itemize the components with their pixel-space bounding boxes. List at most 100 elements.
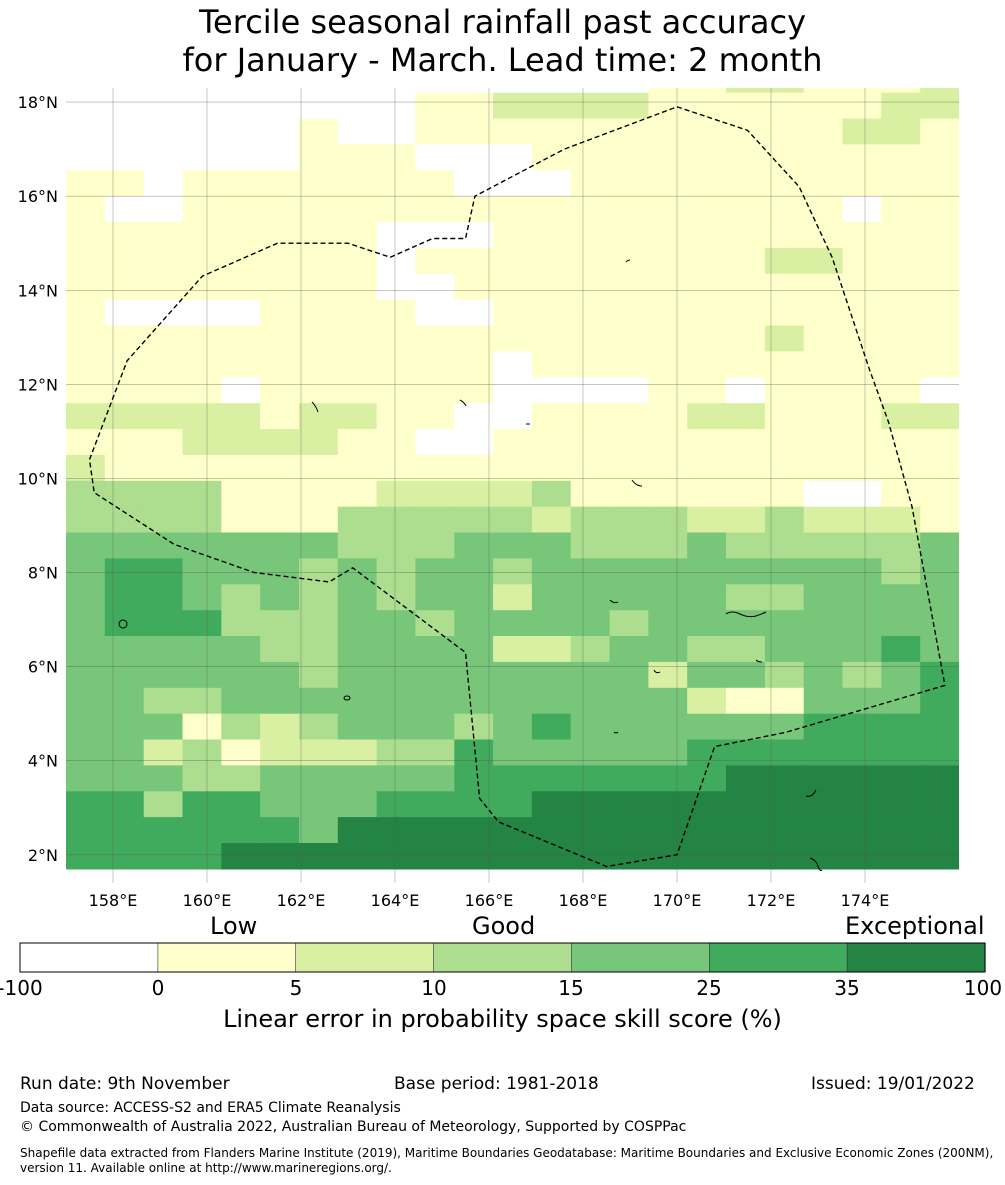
skill-cell <box>454 88 494 94</box>
skill-cell <box>881 661 921 689</box>
skill-cell <box>842 636 882 663</box>
longitude-label: 162°E <box>277 891 326 910</box>
skill-cell <box>299 299 339 327</box>
skill-cell <box>570 558 611 585</box>
skill-cell <box>881 713 921 741</box>
skill-cell <box>531 454 572 482</box>
skill-cell <box>726 88 766 94</box>
skill-cell <box>531 480 572 508</box>
skill-cell <box>299 687 339 715</box>
skill-cell <box>726 843 766 870</box>
skill-cell <box>66 454 106 482</box>
colorbar-tick: 5 <box>289 976 303 1000</box>
skill-cell <box>959 170 998 197</box>
skill-cell <box>648 584 688 611</box>
skill-cell <box>260 480 300 508</box>
skill-cell <box>104 791 145 818</box>
skill-cell <box>531 92 572 120</box>
skill-cell <box>143 299 184 327</box>
skill-cell <box>531 299 572 327</box>
skill-cell <box>493 222 533 249</box>
skill-cell <box>803 403 844 430</box>
skill-cell <box>376 403 416 430</box>
skill-cell <box>764 739 805 766</box>
skill-cell <box>415 92 455 120</box>
latitude-label: 10°N <box>18 469 58 488</box>
skill-cell <box>143 739 184 766</box>
skill-cell <box>687 196 727 223</box>
skill-cell <box>803 170 844 197</box>
skill-cell <box>221 118 261 146</box>
skill-cell <box>260 817 300 844</box>
skill-cell <box>104 170 145 197</box>
island-outline <box>311 401 319 413</box>
skill-cell <box>803 713 844 741</box>
skill-cell <box>493 739 533 766</box>
skill-cell <box>454 299 494 327</box>
skill-cell <box>609 88 649 94</box>
longitude-label: 170°E <box>653 891 702 910</box>
skill-cell <box>376 92 416 120</box>
skill-cell <box>764 817 805 844</box>
skill-cell <box>66 118 106 146</box>
skill-cell <box>104 584 145 611</box>
skill-cell <box>182 713 222 741</box>
skill-cell <box>648 791 688 818</box>
skill-cell <box>415 144 455 171</box>
skill-cell <box>998 688 1005 715</box>
skill-cell <box>221 325 261 353</box>
skill-cell <box>803 843 844 870</box>
skill-cell <box>531 325 572 353</box>
skill-cell <box>454 584 494 611</box>
skill-cell <box>687 222 727 249</box>
skill-cell <box>337 713 378 741</box>
skill-cell <box>66 92 106 120</box>
skill-cell <box>881 429 921 456</box>
colorbar-frame <box>19 942 986 973</box>
skill-cell <box>531 118 572 146</box>
skill-cell <box>687 532 727 559</box>
colorbar-segment <box>19 942 159 973</box>
latitude-label: 2°N <box>28 846 58 865</box>
skill-cell <box>221 88 261 94</box>
skill-cell <box>570 170 611 197</box>
skill-cell <box>920 222 959 249</box>
skill-cell <box>842 454 882 482</box>
skill-cell <box>337 558 378 585</box>
skill-cell <box>376 429 416 456</box>
skill-cell <box>260 739 300 766</box>
island-outline <box>118 619 128 629</box>
skill-cell <box>648 636 688 663</box>
skill-cell <box>609 222 649 249</box>
skill-cell <box>299 584 339 611</box>
skill-cell <box>376 351 416 378</box>
skill-cell <box>726 429 766 456</box>
colorbar-tick: -100 <box>0 976 43 1000</box>
skill-cell <box>920 144 959 171</box>
skill-cell <box>221 739 261 766</box>
skill-cell <box>648 222 688 249</box>
skill-cell <box>66 687 106 715</box>
skill-cell <box>842 222 882 249</box>
skill-cell <box>299 325 339 353</box>
skill-cell <box>570 765 611 792</box>
skill-cell <box>182 791 222 818</box>
skill-cell <box>376 247 416 275</box>
skill-cell <box>376 88 416 94</box>
skill-cell <box>842 843 882 870</box>
skill-cell <box>648 765 688 792</box>
skill-cell <box>648 88 688 94</box>
skill-cell <box>299 765 339 792</box>
skill-cell <box>454 92 494 120</box>
skill-cell <box>998 558 1005 585</box>
skill-cell <box>920 299 959 327</box>
colorbar-segment <box>571 942 710 973</box>
skill-cell <box>803 88 844 94</box>
skill-cell <box>920 739 959 766</box>
skill-cell <box>66 351 106 378</box>
skill-cell <box>221 765 261 792</box>
skill-cell <box>687 480 727 508</box>
skill-cell <box>415 351 455 378</box>
skill-cell <box>376 377 416 404</box>
skill-cell <box>920 817 959 844</box>
